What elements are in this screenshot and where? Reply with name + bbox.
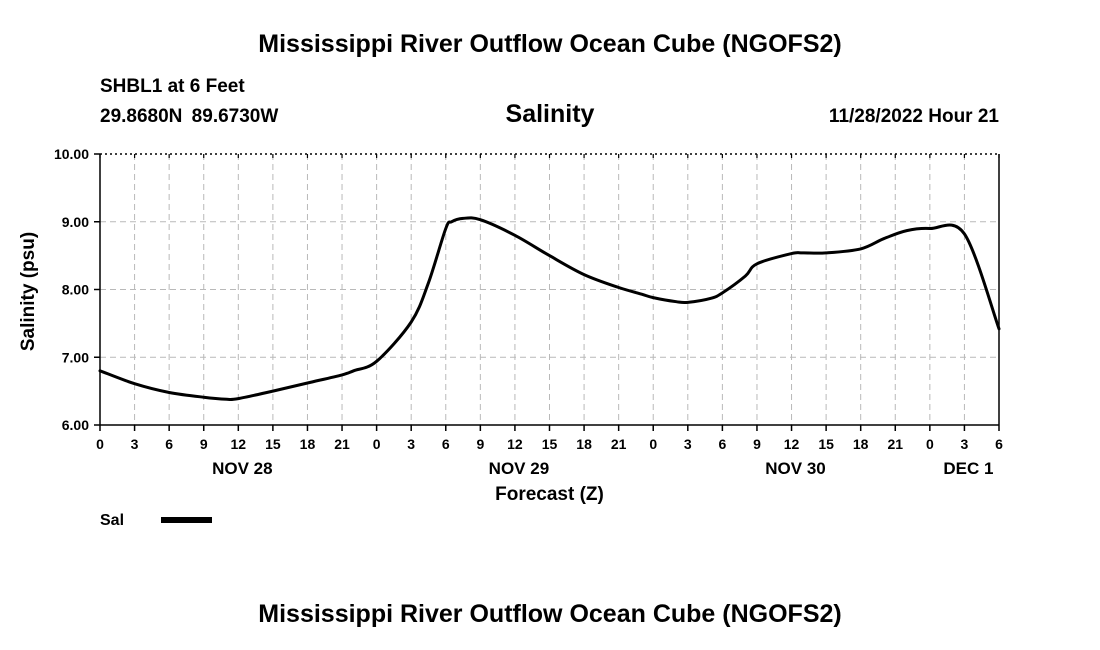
forecast-timestamp: 11/28/2022 Hour 21 (828, 106, 999, 127)
footer-title: Mississippi River Outflow Ocean Cube (NG… (258, 600, 842, 628)
x-tick-label: 0 (96, 436, 104, 452)
x-tick-label: 3 (131, 436, 139, 452)
page-title: Mississippi River Outflow Ocean Cube (NG… (258, 30, 842, 58)
x-tick-label: 18 (576, 436, 592, 452)
y-tick-label: 9.00 (62, 214, 89, 230)
x-tick-label: 3 (684, 436, 692, 452)
x-tick-label: 12 (784, 436, 800, 452)
day-label: NOV 29 (489, 459, 549, 478)
x-tick-label: 3 (407, 436, 415, 452)
x-tick-label: 12 (507, 436, 523, 452)
x-tick-label: 21 (887, 436, 903, 452)
x-tick-label: 6 (995, 436, 1003, 452)
station-name: SHBL1 at 6 Feet (100, 76, 245, 97)
day-label: NOV 30 (765, 459, 825, 478)
x-tick-label: 18 (300, 436, 316, 452)
x-tick-label: 21 (611, 436, 627, 452)
x-tick-label: 0 (926, 436, 934, 452)
y-axis-label: Salinity (psu) (18, 232, 39, 351)
x-axis-label: Forecast (Z) (495, 484, 604, 505)
x-tick-label: 6 (165, 436, 173, 452)
x-tick-label: 18 (853, 436, 869, 452)
x-tick-label: 21 (334, 436, 350, 452)
x-tick-label: 15 (818, 436, 834, 452)
x-tick-label: 3 (961, 436, 969, 452)
x-tick-label: 6 (442, 436, 450, 452)
day-label: DEC 1 (943, 459, 993, 478)
series-line-sal (98, 216, 1001, 402)
x-tick-label: 6 (718, 436, 726, 452)
x-tick-label: 15 (542, 436, 558, 452)
y-tick-label: 10.00 (54, 146, 89, 162)
x-tick-label: 9 (476, 436, 484, 452)
y-tick-label: 8.00 (62, 282, 89, 298)
day-label: NOV 28 (212, 459, 272, 478)
chart-title: Salinity (505, 100, 595, 128)
x-tick-label: 15 (265, 436, 281, 452)
y-tick-label: 7.00 (62, 349, 89, 365)
station-coordinates: 29.8680N 89.6730W (100, 106, 279, 127)
x-tick-label: 0 (649, 436, 657, 452)
x-tick-label: 9 (753, 436, 761, 452)
x-tick-label: 9 (200, 436, 208, 452)
x-tick-label: 12 (231, 436, 247, 452)
legend-label: Sal (100, 512, 124, 529)
y-tick-label: 6.00 (62, 417, 89, 433)
x-tick-label: 0 (373, 436, 381, 452)
